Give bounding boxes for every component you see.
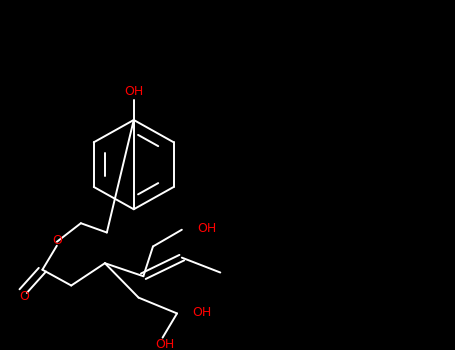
Text: OH: OH [192,306,212,319]
Text: OH: OH [155,338,174,350]
Text: O: O [19,290,29,303]
Text: OH: OH [124,85,143,98]
Text: O: O [52,234,62,247]
Text: OH: OH [197,222,217,235]
